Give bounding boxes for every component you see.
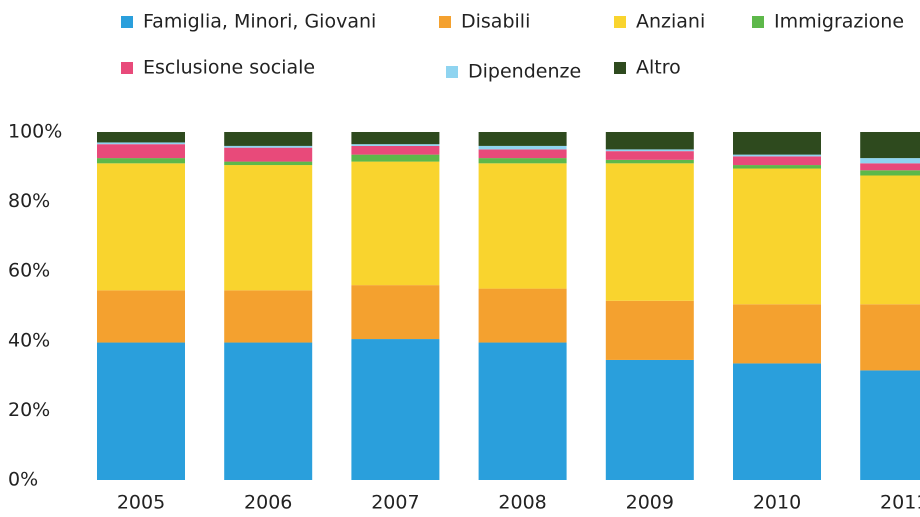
bar-segment <box>97 132 185 143</box>
legend-label: Altro <box>636 57 681 79</box>
bar-segment <box>351 144 440 146</box>
bar-segment <box>351 145 440 155</box>
legend-marker <box>614 62 626 74</box>
bar-segment <box>478 163 567 289</box>
bar-segment <box>351 154 440 162</box>
bar-segment <box>478 132 567 146</box>
x-tick-label: 2008 <box>498 492 546 514</box>
legend-marker <box>121 16 133 28</box>
bar-segment <box>351 132 440 145</box>
x-tick-label: 2010 <box>753 492 801 514</box>
x-tick-label: 2006 <box>244 492 292 514</box>
bar-segment <box>860 370 920 480</box>
bar-segment <box>860 158 920 164</box>
bar-segment <box>97 290 185 343</box>
bar-segment <box>478 145 567 150</box>
bar-segment <box>860 175 920 305</box>
bar-segment <box>224 161 313 166</box>
bar-segment <box>97 144 185 159</box>
x-tick-label: 2011 <box>880 492 920 514</box>
bar-segment <box>605 132 694 150</box>
bar-segment <box>224 342 313 480</box>
bar-segment <box>97 163 185 291</box>
bar-segment <box>97 158 185 164</box>
legend-marker <box>439 16 451 28</box>
bar-segment <box>478 149 567 159</box>
legend-label: Esclusione sociale <box>143 57 315 79</box>
legend-marker <box>614 16 626 28</box>
x-tick-label: 2007 <box>371 492 419 514</box>
x-tick-label: 2009 <box>626 492 674 514</box>
y-tick-label: 0% <box>8 469 38 491</box>
bar-segment <box>478 342 567 480</box>
bar-segment <box>605 163 694 301</box>
bar-segment <box>351 285 440 340</box>
bar-segment <box>351 161 440 286</box>
bar-segment <box>733 154 821 157</box>
bar-segment <box>733 363 821 480</box>
bar-segment <box>605 159 694 164</box>
bar-segment <box>860 163 920 171</box>
bar-segment <box>860 132 920 159</box>
bar-segment <box>733 165 821 169</box>
legend-marker <box>446 66 458 78</box>
legend-label: Dipendenze <box>468 61 581 83</box>
bar-segment <box>97 142 185 145</box>
bar-segment <box>605 359 694 480</box>
legend-label: Famiglia, Minori, Giovani <box>143 11 376 33</box>
bar-segment <box>733 168 821 305</box>
bar-segment <box>860 304 920 371</box>
bar-segment <box>224 290 313 343</box>
y-tick-label: 80% <box>8 190 50 212</box>
bar-segment <box>478 288 567 343</box>
bar-segment <box>733 156 821 166</box>
bar-segment <box>860 170 920 176</box>
legend-label: Anziani <box>636 11 705 33</box>
legend-marker <box>121 62 133 74</box>
bar-segment <box>733 132 821 155</box>
legend-label: Disabili <box>461 11 530 33</box>
bar-segment <box>478 158 567 164</box>
bar-segment <box>605 149 694 152</box>
bar-segment <box>224 132 313 146</box>
bar-segment <box>224 165 313 291</box>
y-tick-label: 60% <box>8 260 50 282</box>
bar-segment <box>605 300 694 360</box>
legend-label: Immigrazione <box>774 11 904 33</box>
bar-segment <box>224 145 313 148</box>
bar-segment <box>605 151 694 160</box>
y-tick-label: 100% <box>8 121 62 143</box>
bar-segment <box>351 339 440 480</box>
x-tick-label: 2005 <box>117 492 165 514</box>
bar-segment <box>733 304 821 364</box>
legend-marker <box>752 16 764 28</box>
bar-segment <box>224 147 313 162</box>
y-tick-label: 20% <box>8 399 50 421</box>
y-tick-label: 40% <box>8 329 50 351</box>
bar-segment <box>97 342 185 480</box>
